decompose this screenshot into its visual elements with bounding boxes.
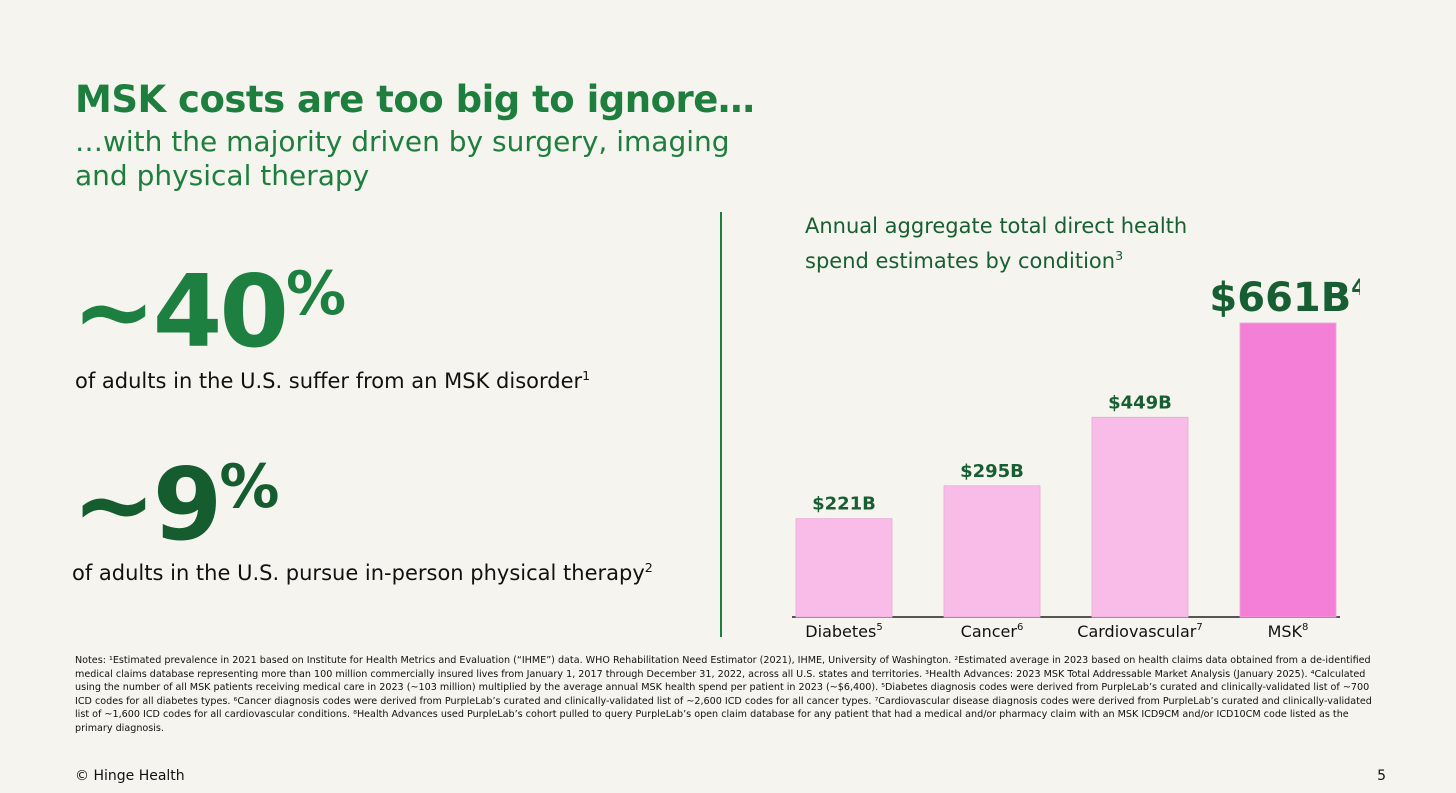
footnotes: Notes: ¹Estimated prevalence in 2021 bas… (75, 655, 1372, 734)
stat-label-text: of adults in the U.S. suffer from an MSK… (75, 369, 583, 393)
chart-title-text: Annual aggregate total direct health spe… (805, 214, 1188, 273)
footnote-marker: 7 (1196, 622, 1202, 633)
bar-chart: $221B Diabetes5 $295B Cancer6 $449B Cardiovas… (792, 275, 1360, 641)
data-label-diabetes: $221B (812, 494, 876, 515)
footnote-marker: 5 (876, 622, 882, 633)
stat-unit: % (219, 452, 279, 522)
column-divider (720, 212, 722, 637)
stat-adults-msk-label: of adults in the U.S. suffer from an MSK… (75, 368, 590, 393)
bar-diabetes (795, 518, 893, 618)
stat-value: ~9 (72, 446, 222, 563)
stat-label-text: of adults in the U.S. pursue in-person p… (72, 561, 645, 585)
category-label-cardiovascular: Cardiovascular7 (1077, 622, 1202, 641)
page-number: 5 (1377, 768, 1386, 784)
stat-adults-msk-value: ~40% (72, 259, 346, 362)
copyright: © Hinge Health (75, 768, 185, 784)
bar-cardiovascular (1091, 416, 1189, 618)
stat-unit: % (285, 259, 346, 329)
footnote-marker: 3 (1115, 248, 1124, 263)
category-label-cancer: Cancer6 (961, 622, 1024, 641)
data-label-msk: $661B4 (1209, 275, 1360, 321)
bar-msk (1239, 322, 1337, 618)
footnote-marker: 8 (1302, 622, 1308, 633)
footnote-marker: 6 (1017, 622, 1023, 633)
stat-value: ~40 (72, 253, 289, 370)
category-label-diabetes: Diabetes5 (805, 622, 882, 641)
slide-title: MSK costs are too big to ignore… (75, 78, 755, 121)
data-label-cancer: $295B (960, 461, 1024, 482)
footnote-marker: 4 (1351, 276, 1360, 301)
bar-cancer (943, 485, 1041, 618)
stat-adults-pt-label: of adults in the U.S. pursue in-person p… (72, 560, 653, 585)
slide-subtitle: …with the majority driven by surgery, im… (75, 125, 730, 192)
category-label-msk: MSK8 (1268, 622, 1309, 641)
data-label-cardiovascular: $449B (1108, 392, 1172, 413)
chart-title: Annual aggregate total direct health spe… (805, 212, 1245, 276)
footnote-marker: 1 (582, 368, 591, 383)
footnote-marker: 2 (644, 560, 653, 575)
stat-adults-pt-value: ~9% (72, 452, 280, 555)
